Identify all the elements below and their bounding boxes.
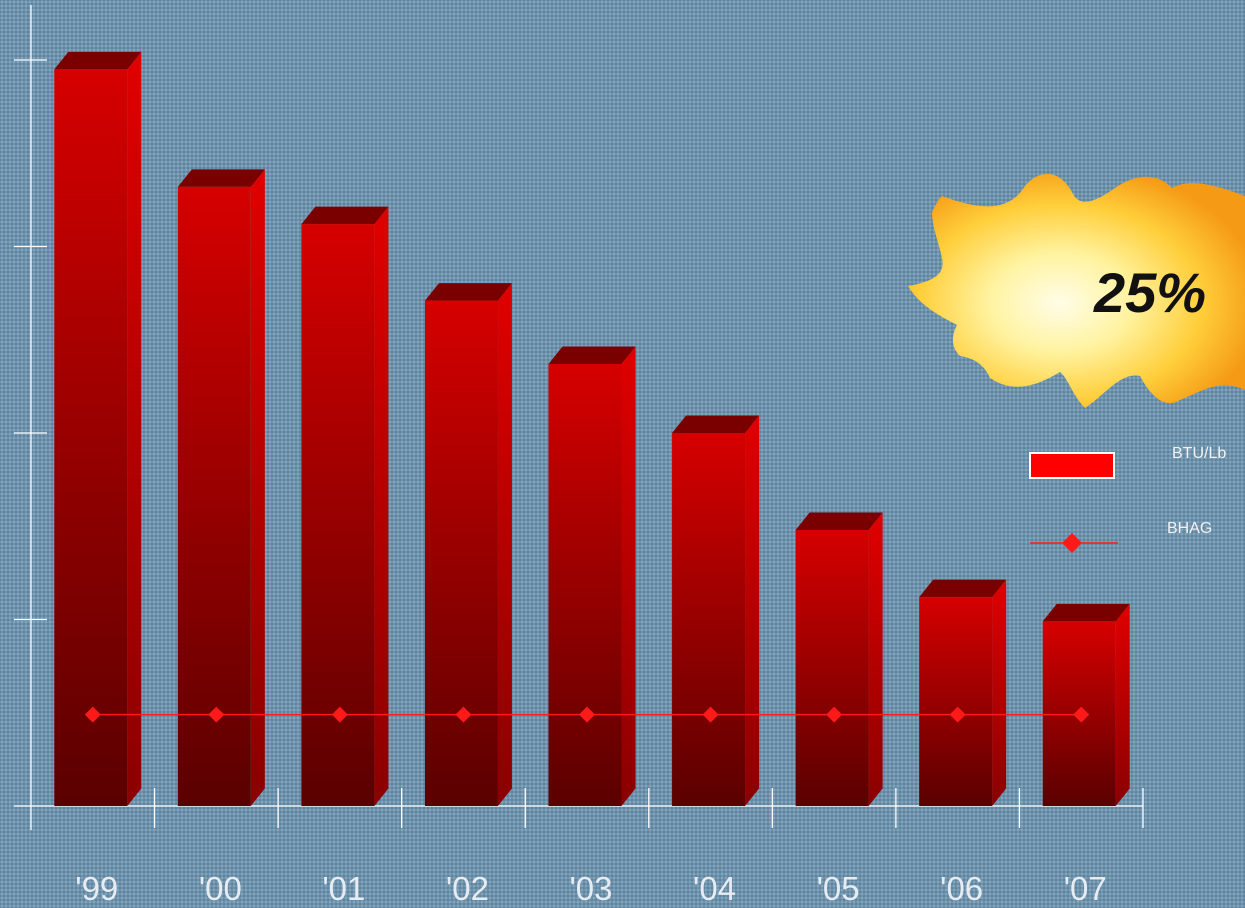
bars: [54, 51, 1130, 807]
bar-side: [497, 283, 512, 807]
bar-top: [919, 579, 1007, 598]
bar-front: [548, 363, 622, 806]
legend: BTU/Lb BHAG: [1029, 445, 1226, 553]
starburst-shape: [908, 173, 1245, 408]
bar-side: [868, 512, 883, 806]
bar-top: [1042, 603, 1130, 622]
x-tick-label: '05: [817, 870, 860, 907]
bhag-marker: [84, 706, 101, 723]
x-tick-label: '07: [1064, 870, 1107, 907]
bar-top: [424, 283, 512, 301]
bar-side: [250, 169, 265, 806]
bhag-marker: [208, 706, 225, 723]
bar: [672, 415, 760, 806]
bar-top: [548, 346, 636, 364]
legend-item-btu: BTU/Lb: [1029, 445, 1226, 479]
bar-front: [54, 69, 128, 806]
starburst-text: 25%: [1093, 261, 1206, 324]
bar-front: [672, 433, 746, 806]
legend-item-bhag: BHAG: [1030, 520, 1212, 553]
bar: [919, 579, 1007, 806]
bar: [424, 283, 512, 807]
bar-side: [745, 415, 760, 806]
bar-top: [672, 415, 760, 433]
x-tick-label: '04: [693, 870, 736, 907]
bhag-marker: [702, 706, 719, 723]
x-tick-label: '01: [322, 870, 365, 907]
bar: [177, 169, 265, 806]
x-tick-label: '06: [940, 870, 983, 907]
bar-side: [621, 346, 636, 806]
x-tick-label: '00: [199, 870, 242, 907]
bar: [54, 51, 142, 806]
bar: [548, 346, 636, 806]
bhag-marker: [579, 706, 595, 723]
bhag-marker: [826, 706, 843, 723]
bar-top: [795, 512, 883, 530]
bhag-marker: [331, 706, 348, 723]
bar-side: [374, 206, 389, 806]
bhag-marker: [1073, 706, 1090, 723]
x-tick-label: '03: [569, 870, 612, 907]
bar-side: [1115, 603, 1130, 806]
bar-side: [992, 579, 1007, 806]
bar: [795, 512, 883, 806]
bar-side: [127, 51, 142, 806]
bar-front: [919, 597, 993, 806]
bar-front: [177, 186, 251, 806]
bhag-marker: [455, 706, 472, 723]
x-tick-label: '99: [75, 870, 118, 907]
x-tick-label: '02: [446, 870, 489, 907]
bar-front: [424, 300, 498, 806]
bar-top: [301, 206, 389, 225]
bar-front: [795, 529, 869, 806]
bar: [1042, 603, 1130, 806]
starburst-callout: 25%: [908, 173, 1245, 408]
legend-swatch-btu: [1029, 452, 1115, 479]
legend-marker-bhag: [1062, 533, 1082, 553]
bhag-line: [84, 706, 1090, 723]
bar-top: [177, 169, 265, 187]
bar-top: [54, 51, 142, 70]
legend-label-btu: BTU/Lb: [1172, 445, 1226, 462]
x-tick-labels: '99 '00 '01 '02 '03 '04 '05 '06 '07: [75, 870, 1106, 907]
legend-label-bhag: BHAG: [1167, 520, 1212, 537]
bhag-marker: [949, 706, 966, 723]
